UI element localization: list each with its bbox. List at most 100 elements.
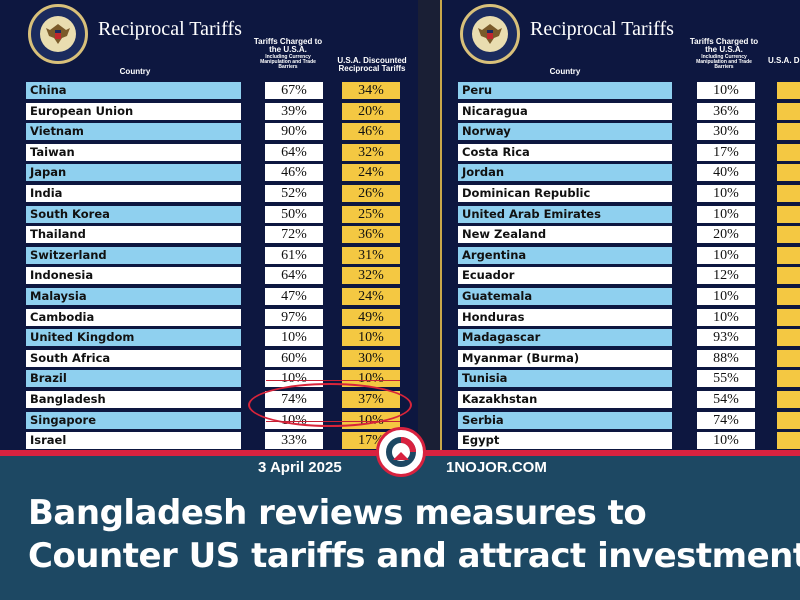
- country-cell: India: [26, 185, 241, 202]
- table-row: Kazakhstan 54% 27: [442, 391, 800, 408]
- charged-cell: 10%: [697, 205, 755, 223]
- country-cell: Ecuador: [458, 267, 672, 285]
- country-cell: Kazakhstan: [458, 391, 672, 408]
- bangladesh-highlight-circle: [248, 383, 412, 427]
- charged-cell: 10%: [697, 432, 755, 450]
- country-cell: European Union: [26, 102, 241, 120]
- discount-cell: 10: [777, 205, 800, 223]
- country-cell: Vietnam: [26, 123, 241, 141]
- table-row: Indonesia 64% 32%: [0, 267, 418, 285]
- charged-cell: 97%: [265, 308, 323, 326]
- headline-line-2: Counter US tariffs and attract investmen…: [28, 535, 800, 576]
- discount-cell: 10: [777, 246, 800, 264]
- country-cell: Madagascar: [458, 329, 672, 347]
- charged-cell: 50%: [265, 205, 323, 223]
- presidential-seal-icon: [460, 4, 520, 64]
- discount-cell: 10: [777, 82, 800, 99]
- discount-cell: 10%: [342, 370, 400, 388]
- table-row: Costa Rica 17% 10: [442, 143, 800, 161]
- table-row: Serbia 74% 37: [442, 411, 800, 429]
- panel-gap: [418, 0, 440, 452]
- table-row: Switzerland 61% 31%: [0, 246, 418, 264]
- charged-cell: 40%: [697, 164, 755, 182]
- discount-cell: 10: [777, 288, 800, 305]
- country-cell: Indonesia: [26, 267, 241, 285]
- table-row: Nicaragua 36% 18: [442, 102, 800, 120]
- charged-cell: 46%: [265, 164, 323, 182]
- discount-cell: 44: [777, 349, 800, 367]
- table-row: Argentina 10% 10: [442, 246, 800, 264]
- table-row: Peru 10% 10: [442, 82, 800, 99]
- charged-cell: 54%: [697, 391, 755, 408]
- table-row: Dominican Republic 10% 10: [442, 185, 800, 202]
- country-cell: South Korea: [26, 205, 241, 223]
- discount-cell: 27: [777, 391, 800, 408]
- table-row: Honduras 10% 10: [442, 308, 800, 326]
- charged-cell: 90%: [265, 123, 323, 141]
- charged-cell: 10%: [697, 246, 755, 264]
- country-cell: Tunisia: [458, 370, 672, 388]
- discount-cell: 20: [777, 164, 800, 182]
- charged-cell: 52%: [265, 185, 323, 202]
- discount-cell: 28: [777, 370, 800, 388]
- charged-cell: 10%: [697, 288, 755, 305]
- discount-cell: 36%: [342, 226, 400, 244]
- country-cell: Thailand: [26, 226, 241, 244]
- table-row: Guatemala 10% 10: [442, 288, 800, 305]
- table-row: United Arab Emirates 10% 10: [442, 205, 800, 223]
- charged-cell: 61%: [265, 246, 323, 264]
- charged-cell: 47%: [265, 288, 323, 305]
- table-row: Ecuador 12% 10: [442, 267, 800, 285]
- site-logo-icon[interactable]: [376, 427, 426, 477]
- charged-cell: 67%: [265, 82, 323, 99]
- charged-cell: 93%: [697, 329, 755, 347]
- country-cell: Dominican Republic: [458, 185, 672, 202]
- country-column-header: Country: [549, 67, 581, 76]
- table-row: Cambodia 97% 49%: [0, 308, 418, 326]
- country-cell: Serbia: [458, 411, 672, 429]
- discount-cell: 30%: [342, 349, 400, 367]
- discount-cell: 20%: [342, 102, 400, 120]
- table-row: Norway 30% 15: [442, 123, 800, 141]
- country-cell: Cambodia: [26, 308, 241, 326]
- discount-cell: 49%: [342, 308, 400, 326]
- charged-cell: 20%: [697, 226, 755, 244]
- country-cell: Norway: [458, 123, 672, 141]
- table-title: Reciprocal Tariffs: [530, 18, 674, 40]
- table-row: Malaysia 47% 24%: [0, 288, 418, 305]
- discount-cell: 10: [777, 267, 800, 285]
- discount-cell: 18: [777, 102, 800, 120]
- charged-cell: 64%: [265, 267, 323, 285]
- country-cell: Honduras: [458, 308, 672, 326]
- charged-cell: 17%: [697, 143, 755, 161]
- country-cell: Switzerland: [26, 246, 241, 264]
- table-row: South Africa 60% 30%: [0, 349, 418, 367]
- table-row: New Zealand 20% 10: [442, 226, 800, 244]
- headline[interactable]: Bangladesh reviews measures to Counter U…: [28, 492, 800, 577]
- publish-date: 3 April 2025: [258, 459, 342, 476]
- headline-line-1: Bangladesh reviews measures to: [28, 493, 647, 533]
- charged-cell: 55%: [697, 370, 755, 388]
- discount-cell: 10: [777, 432, 800, 450]
- charged-cell: 30%: [697, 123, 755, 141]
- charged-cell: 10%: [265, 329, 323, 347]
- discount-cell: 25%: [342, 205, 400, 223]
- country-cell: Israel: [26, 432, 241, 450]
- country-cell: Malaysia: [26, 288, 241, 305]
- country-cell: Myanmar (Burma): [458, 349, 672, 367]
- country-cell: Guatemala: [458, 288, 672, 305]
- site-name[interactable]: 1NOJOR.COM: [446, 459, 547, 476]
- table-row: Tunisia 55% 28: [442, 370, 800, 388]
- presidential-seal-icon: [28, 4, 88, 64]
- discount-cell: 24%: [342, 164, 400, 182]
- discount-cell: 24%: [342, 288, 400, 305]
- discount-column-header: U.S.A. Discounted Reciprocal Tariffs: [337, 56, 407, 74]
- discount-cell: 10: [777, 226, 800, 244]
- country-cell: United Arab Emirates: [458, 205, 672, 223]
- discount-cell: 47: [777, 329, 800, 347]
- country-cell: Nicaragua: [458, 102, 672, 120]
- country-cell: Taiwan: [26, 143, 241, 161]
- charged-cell: 10%: [697, 308, 755, 326]
- table-row: Myanmar (Burma) 88% 44: [442, 349, 800, 367]
- tariff-table-right: Reciprocal Tariffs Country Tariffs Charg…: [440, 0, 800, 452]
